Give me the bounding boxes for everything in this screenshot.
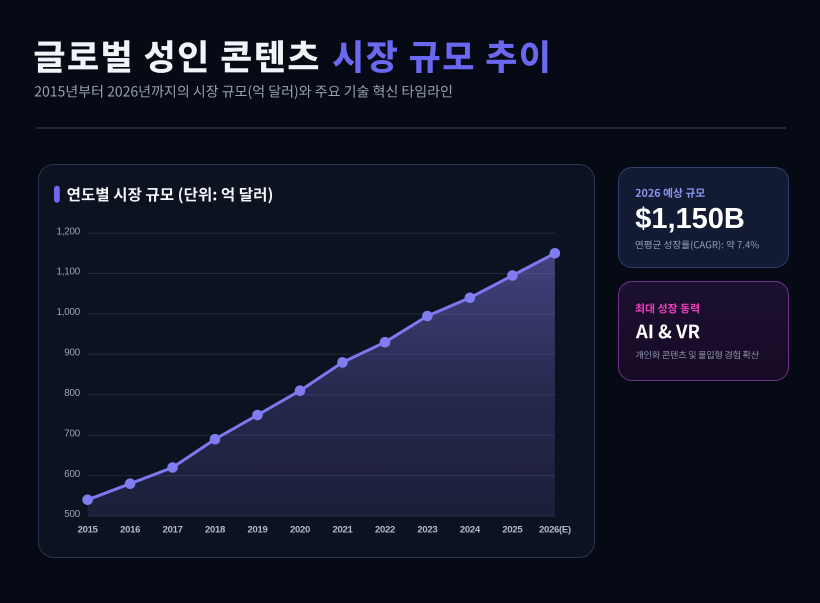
svg-text:1,100: 1,100	[56, 267, 80, 278]
svg-text:500: 500	[64, 509, 80, 520]
svg-text:2015: 2015	[78, 524, 99, 535]
svg-text:600: 600	[64, 469, 80, 480]
svg-text:2018: 2018	[205, 524, 225, 535]
svg-text:800: 800	[64, 388, 80, 399]
svg-text:2022: 2022	[375, 524, 395, 535]
svg-text:1,000: 1,000	[56, 307, 80, 318]
svg-text:1,200: 1,200	[56, 226, 80, 237]
svg-text:700: 700	[64, 428, 80, 439]
svg-text:2016: 2016	[120, 524, 140, 535]
svg-text:$1,150B: $1,150B	[635, 203, 745, 235]
svg-text:2019: 2019	[248, 524, 268, 535]
svg-text:2025: 2025	[502, 524, 523, 535]
svg-text:2017: 2017	[163, 524, 183, 535]
svg-text:2021: 2021	[333, 524, 354, 535]
svg-text:2023: 2023	[417, 524, 437, 535]
svg-text:900: 900	[64, 348, 80, 359]
svg-text:2024: 2024	[460, 524, 481, 535]
svg-text:2026(E): 2026(E)	[539, 524, 571, 535]
svg-text:2020: 2020	[290, 524, 310, 535]
